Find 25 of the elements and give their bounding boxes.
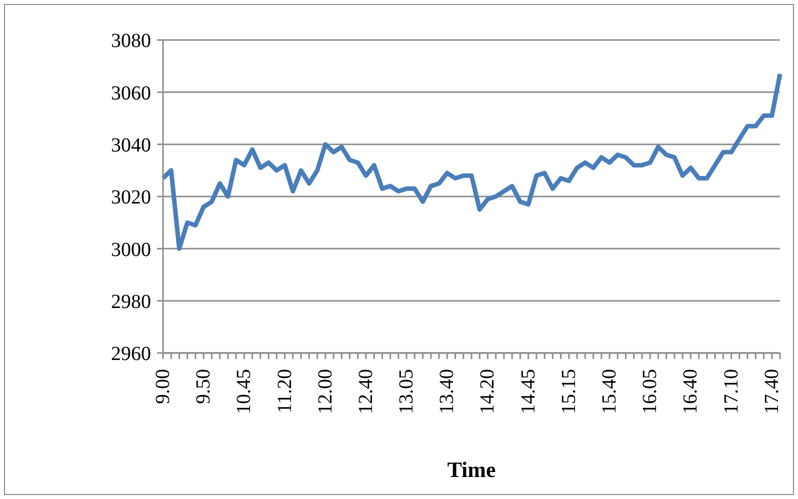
x-tick-label: 14.45 [517, 369, 540, 414]
y-tick-label: 2980 [111, 290, 151, 313]
y-tick-label: 3040 [111, 134, 151, 156]
x-tick-label: 16.05 [639, 369, 662, 414]
y-tick-label: 3020 [111, 186, 151, 209]
y-tick-label: 2960 [111, 343, 151, 366]
x-tick-label: 12.00 [314, 369, 336, 414]
x-tick-label: 9.00 [152, 369, 174, 404]
x-tick-label: 13.40 [436, 369, 458, 414]
x-tick-label: 15.40 [598, 369, 621, 414]
x-tick-label: 17.10 [720, 369, 742, 414]
x-tick-label: 15.15 [558, 369, 580, 414]
x-tick-label: 12.40 [354, 369, 377, 414]
y-tick-label: 3060 [111, 82, 151, 104]
x-tick-label: 10.45 [233, 369, 256, 414]
y-tick-label: 3080 [111, 30, 151, 52]
x-tick-label: 9.50 [192, 369, 215, 404]
line-series [160, 72, 782, 251]
y-tick-label: 3000 [111, 238, 151, 261]
x-tick-label: 14.20 [476, 369, 499, 414]
x-tick-label: 17.40 [760, 369, 783, 414]
x-tick-label: 13.05 [396, 369, 418, 414]
x-axis-title: Time [447, 457, 496, 482]
x-tick-label: 11.20 [274, 369, 296, 414]
x-tick-label: 16.40 [680, 369, 702, 414]
